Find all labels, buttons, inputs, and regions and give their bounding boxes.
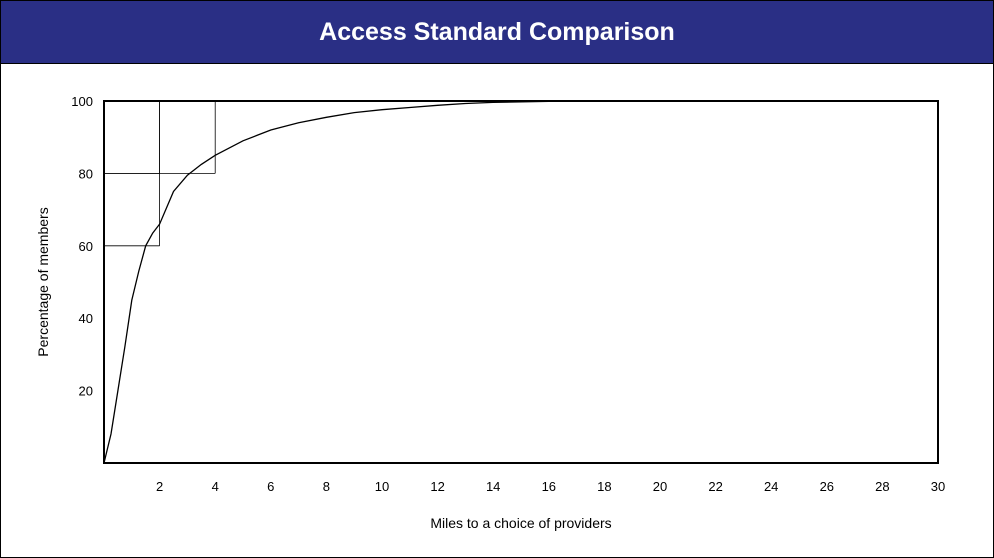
- grid-lines: [104, 101, 216, 247]
- x-tick-label: 22: [708, 479, 722, 494]
- x-axis-ticks: 2 4 6 8 10 12 14 16 18 20 22 24 26 28 30: [156, 479, 945, 494]
- y-tick-label: 60: [79, 239, 93, 254]
- x-tick-label: 28: [875, 479, 889, 494]
- y-tick-label: 40: [79, 311, 93, 326]
- x-tick-label: 30: [931, 479, 945, 494]
- x-axis-label: Miles to a choice of providers: [430, 515, 611, 531]
- y-tick-label: 20: [79, 384, 93, 399]
- y-axis-label: Percentage of members: [35, 207, 51, 356]
- x-tick-label: 4: [212, 479, 219, 494]
- plot-area: [103, 100, 939, 464]
- title-banner: Access Standard Comparison: [1, 1, 993, 64]
- chart-title: Access Standard Comparison: [319, 17, 675, 46]
- y-tick-label: 100: [71, 94, 93, 109]
- x-tick-label: 26: [820, 479, 834, 494]
- x-tick-label: 8: [323, 479, 330, 494]
- x-tick-label: 16: [542, 479, 556, 494]
- x-tick-label: 6: [267, 479, 274, 494]
- y-axis-ticks: 20 40 60 80 100: [71, 94, 93, 399]
- x-tick-label: 18: [597, 479, 611, 494]
- series-line: [103, 100, 938, 464]
- x-tick-label: 2: [156, 479, 163, 494]
- x-tick-label: 12: [430, 479, 444, 494]
- x-tick-label: 24: [764, 479, 778, 494]
- x-tick-label: 20: [653, 479, 667, 494]
- x-tick-label: 14: [486, 479, 500, 494]
- x-tick-label: 10: [375, 479, 389, 494]
- y-tick-label: 80: [79, 166, 93, 181]
